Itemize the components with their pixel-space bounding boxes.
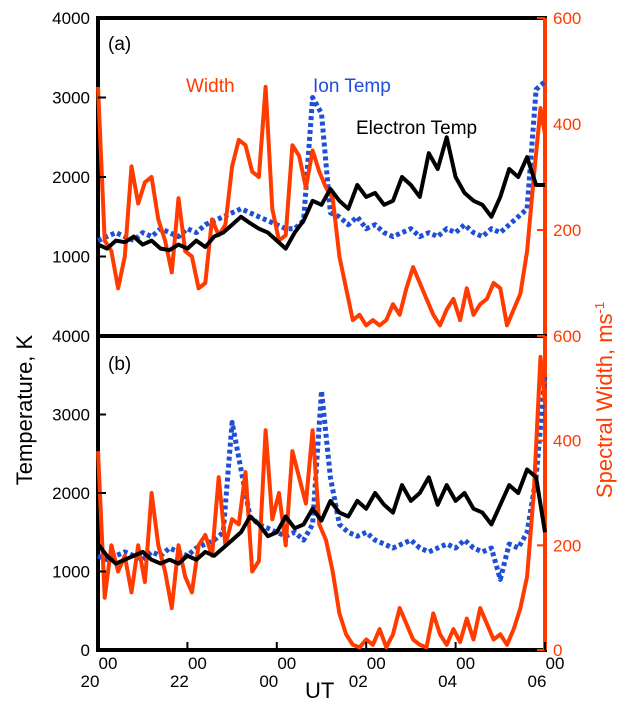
y-axis-title-right-sup: -1 [592, 302, 607, 314]
legend-width: Width [186, 76, 235, 97]
panel-a: (a) 1000 2000 3000 4000 200 400 600 Width Ion … [52, 9, 581, 338]
left-tick-label-b-1: 1000 [52, 563, 90, 582]
right-tick-label-b-1: 200 [553, 536, 581, 555]
legend-ion-temp: Ion Temp [313, 76, 391, 97]
x-tick-sup-3: 00 [367, 654, 386, 673]
x-axis-title: UT [305, 678, 334, 703]
panel-a-series [96, 79, 547, 328]
x-tick-sup-0: 00 [99, 654, 118, 673]
x-tick-label-0: 20 [81, 672, 100, 691]
x-tick-label-4: 04 [438, 672, 457, 691]
x-tick-label-5: 06 [528, 672, 547, 691]
series-ion-panel-b [96, 375, 548, 582]
x-tick-label-1: 22 [170, 672, 189, 691]
left-tick-label-b-0: 0 [81, 641, 90, 660]
x-tick-label-2: 00 [259, 672, 278, 691]
legend-electron-temp: Electron Temp [356, 118, 477, 139]
series-electron-panel-b [96, 467, 547, 566]
left-tick-label-b-3: 3000 [52, 406, 90, 425]
left-tick-label-b-2: 2000 [52, 484, 90, 503]
left-tick-label-a-2: 3000 [52, 89, 90, 108]
x-tick-sup-2: 00 [277, 654, 296, 673]
panel-b-ticks: 0 1000 2000 3000 4000 0 200 400 600 [52, 327, 581, 660]
right-tick-label-b-0: 0 [553, 641, 562, 660]
x-tick-sup-1: 00 [188, 654, 207, 673]
right-tick-label-a-2: 600 [553, 9, 581, 28]
panel-b-label: (b) [108, 354, 131, 375]
panel-b-frame [96, 334, 547, 652]
left-tick-label-a-1: 2000 [52, 168, 90, 187]
left-tick-label-a-0: 1000 [52, 248, 90, 267]
y-axis-title-left: Temperature, K [12, 334, 37, 485]
right-tick-label-a-0: 200 [553, 221, 581, 240]
series-width-panel-a [96, 84, 547, 328]
y-axis-title-right-main: Spectral Width, ms [592, 313, 617, 498]
panel-a-ticks: 1000 2000 3000 4000 200 400 600 [52, 9, 581, 267]
series-width-panel-b [96, 354, 547, 650]
right-tick-label-b-2: 400 [553, 432, 581, 451]
x-tick-sup-5: 00 [546, 654, 565, 673]
x-tick-label-3: 02 [349, 672, 368, 691]
x-tick-sup-4: 00 [456, 654, 475, 673]
series-electron-panel-a [97, 135, 545, 253]
y-axis-title-right: Spectral Width, ms-1 [592, 302, 617, 498]
left-tick-label-b-4: 4000 [52, 327, 90, 346]
panel-a-label: (a) [108, 34, 131, 55]
series-ion-panel-a [96, 79, 547, 244]
right-tick-label-b-3: 600 [553, 327, 581, 346]
y-axis-title-right-text: Spectral Width, ms-1 [592, 302, 617, 498]
panel-b-series [96, 354, 548, 650]
left-tick-label-a-3: 4000 [52, 9, 90, 28]
panel-b: (b) 0 1000 2000 3000 4000 0 200 400 600 [52, 327, 581, 660]
right-tick-label-a-1: 400 [553, 115, 581, 134]
